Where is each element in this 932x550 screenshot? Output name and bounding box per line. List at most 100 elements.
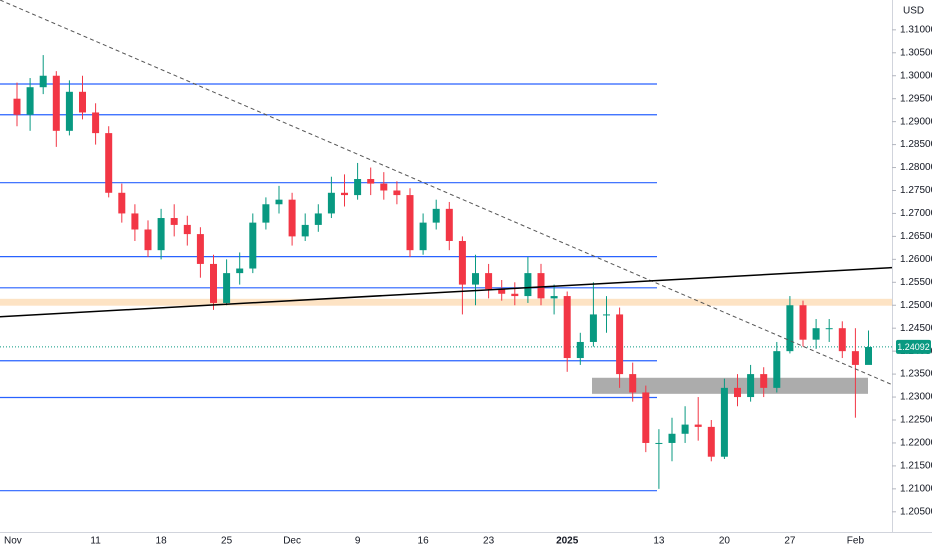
candle-body xyxy=(52,75,60,131)
candle-body xyxy=(13,98,21,115)
candle-body xyxy=(655,442,663,444)
candle-body xyxy=(432,208,440,223)
y-tick-label: 1.29000 xyxy=(900,116,932,127)
y-tick-label: 1.25000 xyxy=(900,300,932,311)
y-tick-label: 1.20500 xyxy=(900,506,932,517)
candle-body xyxy=(354,179,362,196)
x-tick-label: 25 xyxy=(221,536,233,547)
candle-body xyxy=(157,218,165,251)
candle-body xyxy=(288,199,296,237)
y-tick-label: 1.21000 xyxy=(900,483,932,494)
x-tick-label: 18 xyxy=(156,536,168,547)
y-tick-label: 1.23000 xyxy=(900,392,932,403)
candle-body xyxy=(812,328,820,340)
candle-body xyxy=(851,351,859,365)
candle-body xyxy=(668,433,676,443)
candle-body xyxy=(301,224,309,237)
candle-body xyxy=(734,387,741,398)
y-tick-label: 1.22500 xyxy=(900,415,932,426)
y-tick-label: 1.22000 xyxy=(900,438,932,449)
candle-body xyxy=(485,273,493,290)
candle-body xyxy=(445,208,453,241)
candle-body xyxy=(118,192,126,214)
zone xyxy=(592,377,868,394)
candle-body xyxy=(589,314,597,342)
candle-body xyxy=(642,392,650,443)
candle-body xyxy=(576,341,584,359)
candle-body xyxy=(498,289,506,294)
x-tick-label: 20 xyxy=(719,536,731,547)
candle-body xyxy=(694,424,702,427)
x-tick-label: 16 xyxy=(418,536,430,547)
last-price-label: 1.24092 xyxy=(897,342,930,352)
candle-body xyxy=(170,218,178,225)
candle-body xyxy=(563,296,571,359)
candle-body xyxy=(314,213,322,225)
candle-body xyxy=(262,204,270,223)
x-tick-label: Nov xyxy=(4,536,22,547)
candle-body xyxy=(26,87,34,115)
y-tick-label: 1.25500 xyxy=(900,277,932,288)
candle-body xyxy=(550,296,558,299)
y-tick-label: 1.21500 xyxy=(900,461,932,472)
candle-body xyxy=(760,374,768,388)
candle-body xyxy=(747,374,755,398)
candle-body xyxy=(39,75,47,88)
candle-body xyxy=(786,305,794,352)
y-tick-label: 1.30500 xyxy=(900,47,932,58)
candle-body xyxy=(223,273,231,303)
candle-body xyxy=(511,293,519,297)
y-tick-label: 1.26500 xyxy=(900,231,932,242)
x-tick-label: 2025 xyxy=(556,536,579,547)
candle-body xyxy=(603,314,610,316)
candle-body xyxy=(524,273,532,297)
candle-body xyxy=(341,192,348,196)
candle-body xyxy=(65,91,73,131)
x-tick-label: 23 xyxy=(483,536,495,547)
x-tick-label: 13 xyxy=(653,536,665,547)
candle-body xyxy=(249,222,257,269)
x-tick-label: 9 xyxy=(355,536,361,547)
y-tick-label: 1.28500 xyxy=(900,139,932,150)
zone xyxy=(0,298,892,306)
candle-body xyxy=(79,91,86,113)
x-tick-label: Feb xyxy=(847,536,865,547)
x-tick-label: 27 xyxy=(784,536,796,547)
y-tick-label: 1.23500 xyxy=(900,369,932,380)
candle-body xyxy=(393,190,401,196)
candle-body xyxy=(406,195,414,251)
candle-body xyxy=(773,351,781,388)
candle-body xyxy=(380,183,388,191)
candle-body xyxy=(275,199,283,205)
currency-label: USD xyxy=(903,6,924,17)
y-tick-label: 1.29500 xyxy=(900,93,932,104)
candle-body xyxy=(196,234,204,264)
candle-body xyxy=(131,213,139,230)
candle-body xyxy=(458,240,466,285)
y-tick-label: 1.27500 xyxy=(900,185,932,196)
x-tick-label: Dec xyxy=(283,536,301,547)
candle-body xyxy=(799,305,807,340)
y-tick-label: 1.24500 xyxy=(900,323,932,334)
trendline xyxy=(0,0,893,386)
y-tick-label: 1.26000 xyxy=(900,254,932,265)
candle-body xyxy=(865,347,872,365)
candle-body xyxy=(367,179,375,184)
candle-body xyxy=(419,222,427,251)
x-tick-label: 11 xyxy=(90,536,101,547)
y-tick-label: 1.28000 xyxy=(900,162,932,173)
candle-body xyxy=(838,328,846,352)
candle-body xyxy=(616,314,624,375)
last-price-badge xyxy=(896,339,931,354)
candle-body xyxy=(236,268,244,274)
y-tick-label: 1.27000 xyxy=(900,208,932,219)
candle-body xyxy=(629,374,637,393)
candle-body xyxy=(92,112,100,134)
candle-body xyxy=(183,224,191,235)
candle-body xyxy=(720,387,728,457)
candle-body xyxy=(681,424,689,434)
candle-body xyxy=(707,426,715,457)
